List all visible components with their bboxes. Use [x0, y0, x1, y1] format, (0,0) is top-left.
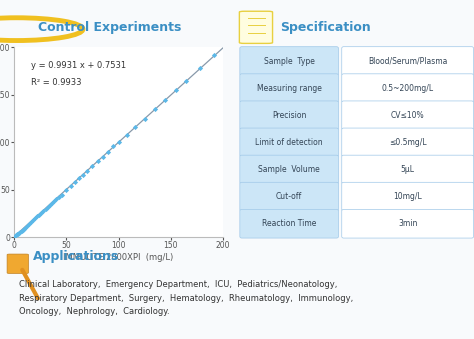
- FancyBboxPatch shape: [240, 128, 338, 157]
- Point: [83, 168, 91, 174]
- Point: [55, 195, 63, 200]
- Text: 0.5~200mg/L: 0.5~200mg/L: [382, 84, 434, 93]
- Point: [58, 192, 66, 197]
- Point: [131, 124, 139, 130]
- FancyBboxPatch shape: [342, 210, 474, 238]
- Text: y = 0.9931 x + 0.7531: y = 0.9931 x + 0.7531: [31, 61, 126, 70]
- Text: Specification: Specification: [280, 21, 370, 34]
- FancyBboxPatch shape: [240, 47, 338, 75]
- Text: Clinical Laboratory,  Emergency Department,  ICU,  Pediatrics/Neonatology,
Respi: Clinical Laboratory, Emergency Departmen…: [19, 280, 353, 316]
- Point: [141, 116, 148, 121]
- Point: [94, 159, 101, 164]
- Point: [210, 52, 218, 58]
- Text: Applications: Applications: [33, 250, 119, 262]
- FancyBboxPatch shape: [342, 155, 474, 184]
- Point: [14, 232, 21, 237]
- Point: [196, 66, 204, 71]
- Point: [27, 219, 35, 225]
- Text: Blood/Serum/Plasma: Blood/Serum/Plasma: [368, 57, 447, 65]
- Point: [99, 154, 107, 159]
- Point: [123, 132, 131, 138]
- Text: Precision: Precision: [272, 111, 306, 120]
- Text: Limit of detection: Limit of detection: [255, 138, 323, 147]
- Point: [20, 226, 27, 232]
- Text: Cut-off: Cut-off: [276, 192, 302, 201]
- Point: [31, 216, 39, 221]
- FancyBboxPatch shape: [240, 74, 338, 102]
- Text: Measuring range: Measuring range: [257, 84, 321, 93]
- Point: [182, 78, 190, 83]
- Point: [71, 180, 79, 185]
- Text: Reaction Time: Reaction Time: [262, 219, 316, 228]
- FancyBboxPatch shape: [342, 101, 474, 129]
- FancyBboxPatch shape: [239, 11, 273, 43]
- Text: CV≤10%: CV≤10%: [391, 111, 424, 120]
- Point: [46, 202, 54, 208]
- Point: [109, 143, 117, 149]
- Point: [50, 199, 58, 204]
- FancyBboxPatch shape: [240, 155, 338, 184]
- Point: [21, 225, 28, 231]
- Point: [104, 149, 112, 155]
- Point: [23, 223, 30, 228]
- Point: [151, 106, 159, 112]
- FancyBboxPatch shape: [342, 128, 474, 157]
- Point: [89, 163, 96, 169]
- FancyBboxPatch shape: [240, 210, 338, 238]
- Point: [11, 234, 19, 239]
- Point: [16, 230, 23, 235]
- Point: [18, 228, 25, 233]
- Point: [40, 208, 47, 214]
- Point: [37, 210, 45, 215]
- Text: 5μL: 5μL: [401, 165, 415, 174]
- Text: 3min: 3min: [398, 219, 417, 228]
- Point: [33, 214, 41, 219]
- Text: Sample  Volume: Sample Volume: [258, 165, 320, 174]
- Point: [44, 204, 51, 210]
- X-axis label: IMMULITE 2000XPI  (mg/L): IMMULITE 2000XPI (mg/L): [64, 253, 173, 262]
- Point: [48, 200, 55, 206]
- Text: R² = 0.9933: R² = 0.9933: [31, 78, 82, 87]
- Point: [15, 231, 22, 236]
- Point: [19, 227, 27, 233]
- FancyBboxPatch shape: [240, 101, 338, 129]
- FancyBboxPatch shape: [342, 182, 474, 211]
- Point: [79, 172, 87, 177]
- Point: [67, 183, 74, 189]
- Point: [52, 197, 60, 202]
- FancyBboxPatch shape: [342, 74, 474, 102]
- Text: Control Experiments: Control Experiments: [38, 21, 181, 34]
- FancyBboxPatch shape: [7, 254, 28, 273]
- Point: [17, 229, 24, 234]
- Point: [63, 187, 70, 193]
- Point: [12, 233, 20, 238]
- FancyBboxPatch shape: [240, 182, 338, 211]
- Point: [115, 140, 122, 145]
- Point: [172, 87, 180, 93]
- Point: [29, 218, 37, 223]
- Point: [42, 206, 49, 212]
- Point: [36, 212, 43, 217]
- Text: Sample  Type: Sample Type: [264, 57, 315, 65]
- Text: 10mg/L: 10mg/L: [393, 192, 422, 201]
- Text: ≤0.5mg/L: ≤0.5mg/L: [389, 138, 427, 147]
- FancyBboxPatch shape: [342, 47, 474, 75]
- Point: [25, 221, 33, 227]
- Point: [75, 176, 82, 181]
- Point: [162, 97, 169, 102]
